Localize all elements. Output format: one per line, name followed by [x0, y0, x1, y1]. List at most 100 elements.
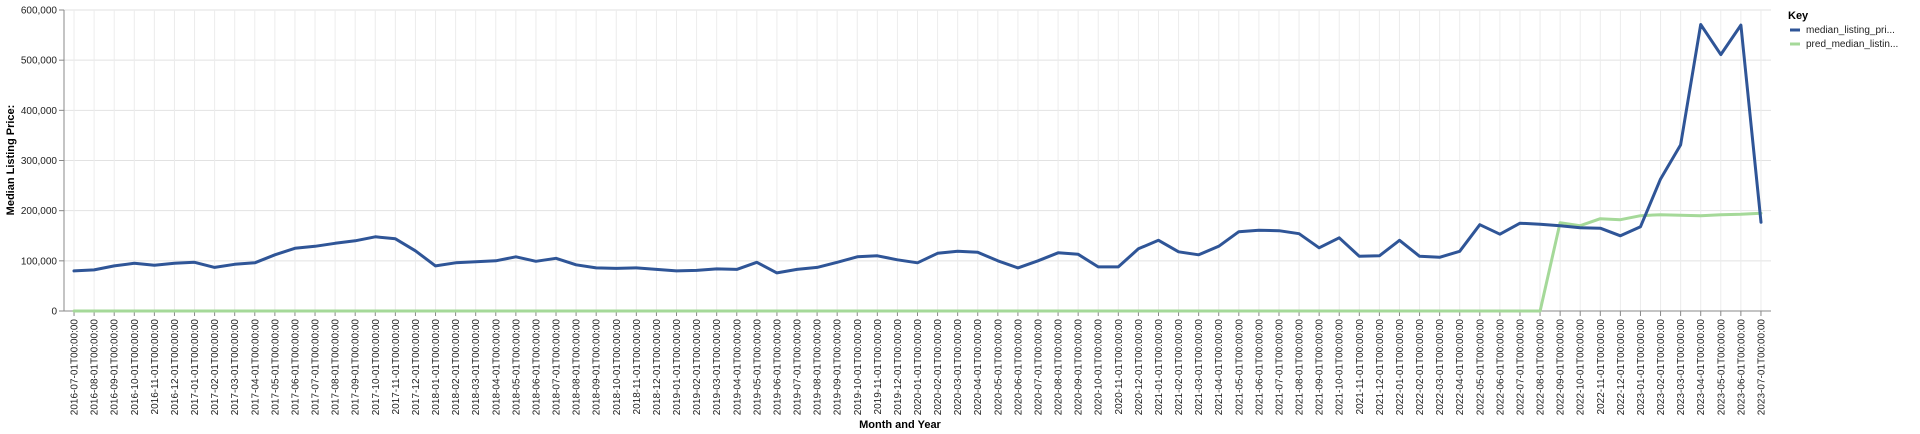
x-tick-label: 2020-06-01T00:00:00 [1013, 319, 1024, 416]
x-tick-label: 2016-07-01T00:00:00 [70, 319, 81, 416]
x-tick-label: 2017-02-01T00:00:00 [210, 319, 221, 416]
x-tick-label: 2016-12-01T00:00:00 [170, 319, 181, 416]
x-tick-label: 2020-08-01T00:00:00 [1054, 319, 1065, 416]
x-tick-label: 2022-05-01T00:00:00 [1475, 319, 1486, 416]
x-tick-label: 2019-06-01T00:00:00 [772, 319, 783, 416]
x-tick-label: 2018-07-01T00:00:00 [552, 319, 563, 416]
x-axis-title: Month and Year [859, 419, 941, 431]
x-tick-label: 2021-03-01T00:00:00 [1194, 319, 1205, 416]
x-tick-label: 2019-08-01T00:00:00 [813, 319, 824, 416]
x-tick-label: 2020-03-01T00:00:00 [953, 319, 964, 416]
x-tick-label: 2017-10-01T00:00:00 [371, 319, 382, 416]
x-tick-label: 2018-02-01T00:00:00 [451, 319, 462, 416]
x-tick-label: 2022-06-01T00:00:00 [1495, 319, 1506, 416]
x-tick-label: 2016-09-01T00:00:00 [110, 319, 121, 416]
y-tick-label: 400,000 [21, 106, 58, 117]
series-line-0 [72, 23, 1763, 275]
x-axis: 2016-07-01T00:00:00 2016-08-01T00:00:00 20… [64, 310, 1771, 416]
x-tick-label: 2018-01-01T00:00:00 [431, 319, 442, 416]
x-tick-label: 2018-12-01T00:00:00 [652, 319, 663, 416]
x-tick-label: 2017-04-01T00:00:00 [250, 319, 261, 416]
x-tick-label: 2018-06-01T00:00:00 [531, 319, 542, 416]
x-tick-label: 2017-11-01T00:00:00 [391, 319, 402, 415]
x-tick-label: 2018-10-01T00:00:00 [612, 319, 623, 416]
x-tick-label: 2018-04-01T00:00:00 [491, 319, 502, 416]
x-tick-label: 2020-07-01T00:00:00 [1033, 319, 1044, 416]
x-tick-label: 2021-04-01T00:00:00 [1214, 319, 1225, 416]
x-tick-label: 2019-11-01T00:00:00 [873, 319, 884, 415]
y-axis: 0 100,000 200,000 300,000 400,000 500,000 600,… [21, 6, 65, 318]
x-tick-label: 2019-09-01T00:00:00 [833, 319, 844, 416]
x-tick-label: 2017-12-01T00:00:00 [411, 319, 422, 416]
x-tick-label: 2017-01-01T00:00:00 [190, 319, 201, 416]
x-tick-label: 2023-02-01T00:00:00 [1656, 319, 1667, 416]
x-tick-label: 2023-07-01T00:00:00 [1756, 319, 1767, 416]
x-tick-label: 2023-06-01T00:00:00 [1736, 319, 1747, 416]
x-tick-label: 2017-03-01T00:00:00 [230, 319, 241, 416]
x-tick-label: 2019-01-01T00:00:00 [672, 319, 683, 416]
x-tick-label: 2023-01-01T00:00:00 [1636, 319, 1647, 416]
x-tick-label: 2018-08-01T00:00:00 [572, 319, 583, 416]
y-tick-label: 600,000 [21, 6, 58, 17]
x-tick-label: 2020-01-01T00:00:00 [913, 319, 924, 416]
legend-label-0: median_listing_pri... [1806, 25, 1895, 36]
x-tick-label: 2022-04-01T00:00:00 [1455, 319, 1466, 416]
x-tick-label: 2021-02-01T00:00:00 [1174, 319, 1185, 416]
x-tick-label: 2019-02-01T00:00:00 [692, 319, 703, 416]
x-tick-label: 2022-03-01T00:00:00 [1435, 319, 1446, 416]
x-tick-label: 2021-01-01T00:00:00 [1154, 319, 1165, 416]
x-tick-label: 2019-03-01T00:00:00 [712, 319, 723, 416]
x-tick-label: 2022-09-01T00:00:00 [1556, 319, 1567, 416]
x-tick-label: 2022-08-01T00:00:00 [1536, 319, 1547, 416]
x-tick-label: 2019-07-01T00:00:00 [793, 319, 804, 416]
x-tick-label: 2018-09-01T00:00:00 [592, 319, 603, 416]
legend-label-1: pred_median_listin... [1806, 39, 1898, 50]
x-tick-label: 2020-09-01T00:00:00 [1074, 319, 1085, 416]
x-tick-label: 2020-04-01T00:00:00 [973, 319, 984, 416]
x-tick-label: 2017-06-01T00:00:00 [290, 319, 301, 416]
legend-title: Key [1788, 10, 1809, 22]
x-tick-label: 2021-05-01T00:00:00 [1234, 319, 1245, 416]
y-tick-label: 300,000 [21, 156, 58, 167]
x-tick-label: 2020-11-01T00:00:00 [1114, 319, 1125, 415]
x-tick-label: 2018-05-01T00:00:00 [511, 319, 522, 416]
x-tick-label: 2022-11-01T00:00:00 [1596, 319, 1607, 415]
x-tick-label: 2019-05-01T00:00:00 [752, 319, 763, 416]
y-tick-label: 100,000 [21, 256, 58, 267]
series-line-1 [72, 211, 1763, 313]
y-tick-label: 0 [51, 307, 57, 318]
x-tick-label: 2019-12-01T00:00:00 [893, 319, 904, 416]
y-tick-label: 500,000 [21, 56, 58, 67]
x-tick-label: 2017-05-01T00:00:00 [270, 319, 281, 416]
x-tick-label: 2022-10-01T00:00:00 [1576, 319, 1587, 416]
x-tick-label: 2021-11-01T00:00:00 [1355, 319, 1366, 415]
legend-items: median_listing_pri... pred_median_listin.… [1790, 25, 1898, 50]
x-tick-label: 2021-06-01T00:00:00 [1254, 319, 1265, 416]
x-tick-label: 2022-02-01T00:00:00 [1415, 319, 1426, 416]
x-tick-label: 2016-08-01T00:00:00 [90, 319, 101, 416]
x-tick-label: 2020-10-01T00:00:00 [1094, 319, 1105, 416]
x-tick-label: 2022-07-01T00:00:00 [1515, 319, 1526, 416]
legend: Key median_listing_pri... pred_median_lis… [1788, 10, 1898, 50]
x-tick-label: 2020-02-01T00:00:00 [933, 319, 944, 416]
x-tick-label: 2021-09-01T00:00:00 [1315, 319, 1326, 416]
x-tick-label: 2023-03-01T00:00:00 [1676, 319, 1687, 416]
x-tick-label: 2018-03-01T00:00:00 [471, 319, 482, 416]
x-tick-label: 2017-08-01T00:00:00 [331, 319, 342, 416]
y-tick-label: 200,000 [21, 206, 58, 217]
x-tick-label: 2020-12-01T00:00:00 [1134, 319, 1145, 416]
x-tick-label: 2017-07-01T00:00:00 [311, 319, 322, 416]
y-axis-title: Median Listing Price: [5, 105, 17, 216]
x-tick-label: 2021-07-01T00:00:00 [1274, 319, 1285, 416]
x-tick-label: 2016-11-01T00:00:00 [150, 319, 161, 415]
x-tick-label: 2018-11-01T00:00:00 [632, 319, 643, 415]
x-tick-label: 2017-09-01T00:00:00 [351, 319, 362, 416]
x-tick-label: 2021-10-01T00:00:00 [1335, 319, 1346, 416]
x-tick-label: 2022-12-01T00:00:00 [1616, 319, 1627, 416]
x-tick-label: 2022-01-01T00:00:00 [1395, 319, 1406, 416]
x-tick-label: 2020-05-01T00:00:00 [993, 319, 1004, 416]
grid-lines [64, 9, 1771, 312]
x-tick-label: 2021-12-01T00:00:00 [1375, 319, 1386, 416]
series-layer [72, 23, 1763, 313]
